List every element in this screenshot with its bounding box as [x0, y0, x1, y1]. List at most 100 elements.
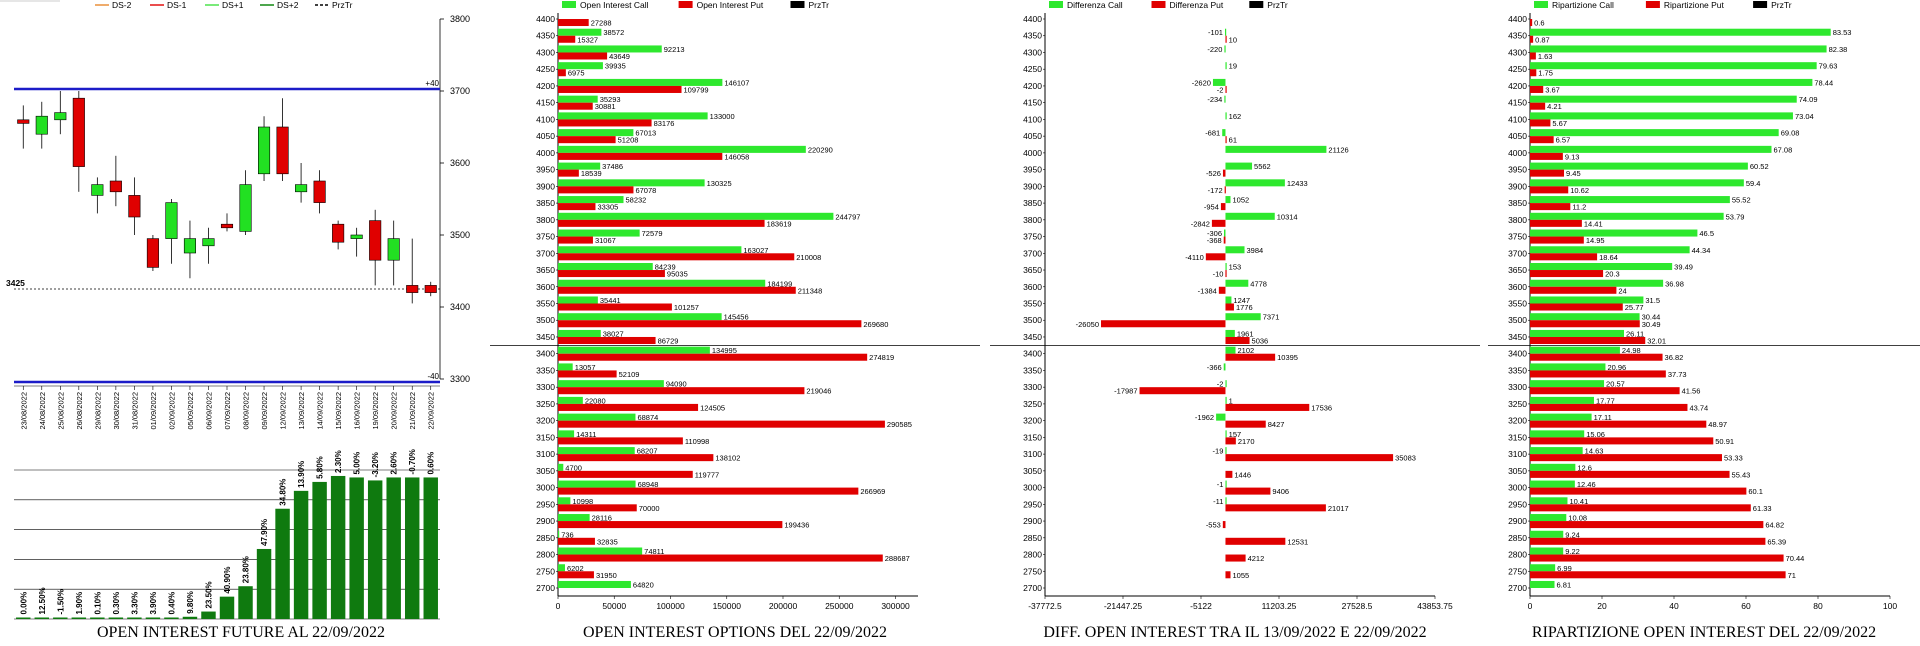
candle-down — [220, 223, 234, 229]
y-tick-label: 4400 — [1508, 14, 1527, 24]
put-data-label: 70.44 — [1786, 554, 1805, 563]
put-bar — [558, 437, 683, 445]
bottom-bar-label: -0.70% — [408, 449, 417, 474]
y-tick-label: 3650 — [1023, 265, 1042, 275]
put-bar — [1139, 387, 1226, 395]
put-data-label: 36.82 — [1665, 353, 1684, 362]
y-tick-label: 3200 — [1023, 416, 1042, 426]
put-bar — [558, 186, 634, 194]
y-tick-label: 3050 — [1023, 466, 1042, 476]
y-tick-label: 4350 — [1508, 31, 1527, 41]
call-data-label: 134995 — [712, 346, 737, 355]
call-data-label: -101 — [1208, 28, 1223, 37]
candle-up — [91, 184, 104, 196]
put-data-label: 8427 — [1268, 420, 1285, 429]
put-data-label: 1.63 — [1538, 52, 1553, 61]
put-data-label: 6975 — [568, 69, 585, 78]
candle-up — [350, 234, 363, 239]
call-data-label: 184199 — [767, 279, 792, 288]
call-bar — [558, 279, 766, 287]
call-data-label: 35441 — [600, 296, 621, 305]
call-bar — [1530, 279, 1664, 287]
bottom-bar-label: 23.50% — [204, 581, 213, 608]
put-bar — [1211, 219, 1226, 227]
call-bar — [1225, 162, 1253, 170]
bottom-bar-label: 40.90% — [223, 567, 232, 594]
call-data-label: 10314 — [1277, 212, 1298, 221]
call-data-label: 67013 — [635, 129, 656, 138]
call-data-label: 6.99 — [1557, 564, 1572, 573]
legend-label-1: DS-1 — [167, 0, 187, 10]
y-tick-label: 4250 — [1023, 64, 1042, 74]
y-tick-label: 3950 — [1023, 165, 1042, 175]
bottom-bar — [53, 617, 68, 619]
y-tick-label: 3050 — [1508, 466, 1527, 476]
put-bar — [1530, 203, 1571, 211]
call-data-label: 12.6 — [1577, 463, 1592, 472]
y-tick-label: 4100 — [1508, 114, 1527, 124]
put-bar — [1530, 554, 1784, 562]
call-bar — [558, 45, 662, 53]
call-data-label: 17.11 — [1594, 413, 1612, 422]
put-bar — [558, 504, 637, 512]
call-bar — [1530, 463, 1576, 471]
call-bar — [1225, 396, 1227, 404]
call-bar — [1530, 313, 1640, 321]
futures-title: OPEN INTEREST FUTURE AL 22/09/2022 — [96, 624, 385, 641]
call-data-label: 17.77 — [1596, 396, 1615, 405]
call-bar — [1530, 447, 1583, 455]
call-data-label: 36.98 — [1665, 279, 1684, 288]
diff-panel: Differenza Call Differenza Put PrzTr 4400 43… — [990, 0, 1480, 646]
call-bar — [558, 28, 602, 36]
put-data-label: 0.87 — [1535, 35, 1550, 44]
svg-diff-legend: Differenza Call Differenza Put PrzTr — [1049, 0, 1288, 10]
diff-title: DIFF. OPEN INTEREST TRA IL 13/09/2022 E … — [1043, 624, 1427, 641]
y-tick-label: 3700 — [536, 248, 555, 258]
put-data-label: 30881 — [595, 102, 616, 111]
call-bar — [1225, 313, 1261, 321]
bottom-bar — [71, 617, 87, 619]
y-tick-label: 3450 — [1023, 332, 1042, 342]
put-bar — [558, 420, 885, 428]
x-tick-label: 60 — [1741, 601, 1751, 611]
put-bar — [558, 353, 868, 361]
put-bar — [558, 487, 859, 495]
call-data-label: 69.08 — [1781, 129, 1800, 138]
call-data-label: 5562 — [1254, 162, 1271, 171]
put-bar — [1530, 521, 1764, 529]
call-bar — [1530, 246, 1690, 254]
call-bar — [558, 329, 601, 337]
y-tick-label: 3400 — [1023, 349, 1042, 359]
call-bar — [1530, 430, 1585, 438]
put-data-label: 32835 — [597, 537, 618, 546]
call-data-label: 94090 — [666, 380, 687, 389]
put-data-label: -526 — [1206, 169, 1221, 178]
put-bar — [1530, 470, 1730, 478]
x-tick-label: 80 — [1813, 601, 1823, 611]
y-tick-label: 3150 — [536, 432, 555, 442]
y-tick-label: 3700 — [1023, 248, 1042, 258]
date-label: 21/09/2022 — [408, 392, 417, 430]
candle-down — [17, 119, 30, 124]
call-bar — [1530, 547, 1564, 555]
call-data-label: 24.98 — [1622, 346, 1641, 355]
legend-swatch-2 — [1753, 1, 1768, 8]
call-bar — [1225, 497, 1227, 505]
candle-up — [165, 202, 178, 239]
x-tick-label: -5122 — [1190, 601, 1212, 611]
call-data-label: 1247 — [1233, 296, 1250, 305]
put-bar — [558, 336, 656, 344]
y-tick-label: 3150 — [1023, 432, 1042, 442]
y-tick-label: 2950 — [1023, 499, 1042, 509]
call-bar — [1225, 346, 1236, 354]
call-bar — [1225, 212, 1275, 220]
put-bar — [558, 119, 652, 127]
date-label: 26/08/2022 — [75, 392, 84, 430]
put-data-label: 55.43 — [1732, 470, 1751, 479]
put-bar — [1530, 353, 1663, 361]
call-data-label: 14311 — [576, 430, 596, 439]
put-data-label: -2842 — [1191, 219, 1210, 228]
call-data-label: -681 — [1205, 129, 1220, 138]
candle-down — [406, 285, 419, 293]
y-tick-label: 3600 — [1023, 282, 1042, 292]
